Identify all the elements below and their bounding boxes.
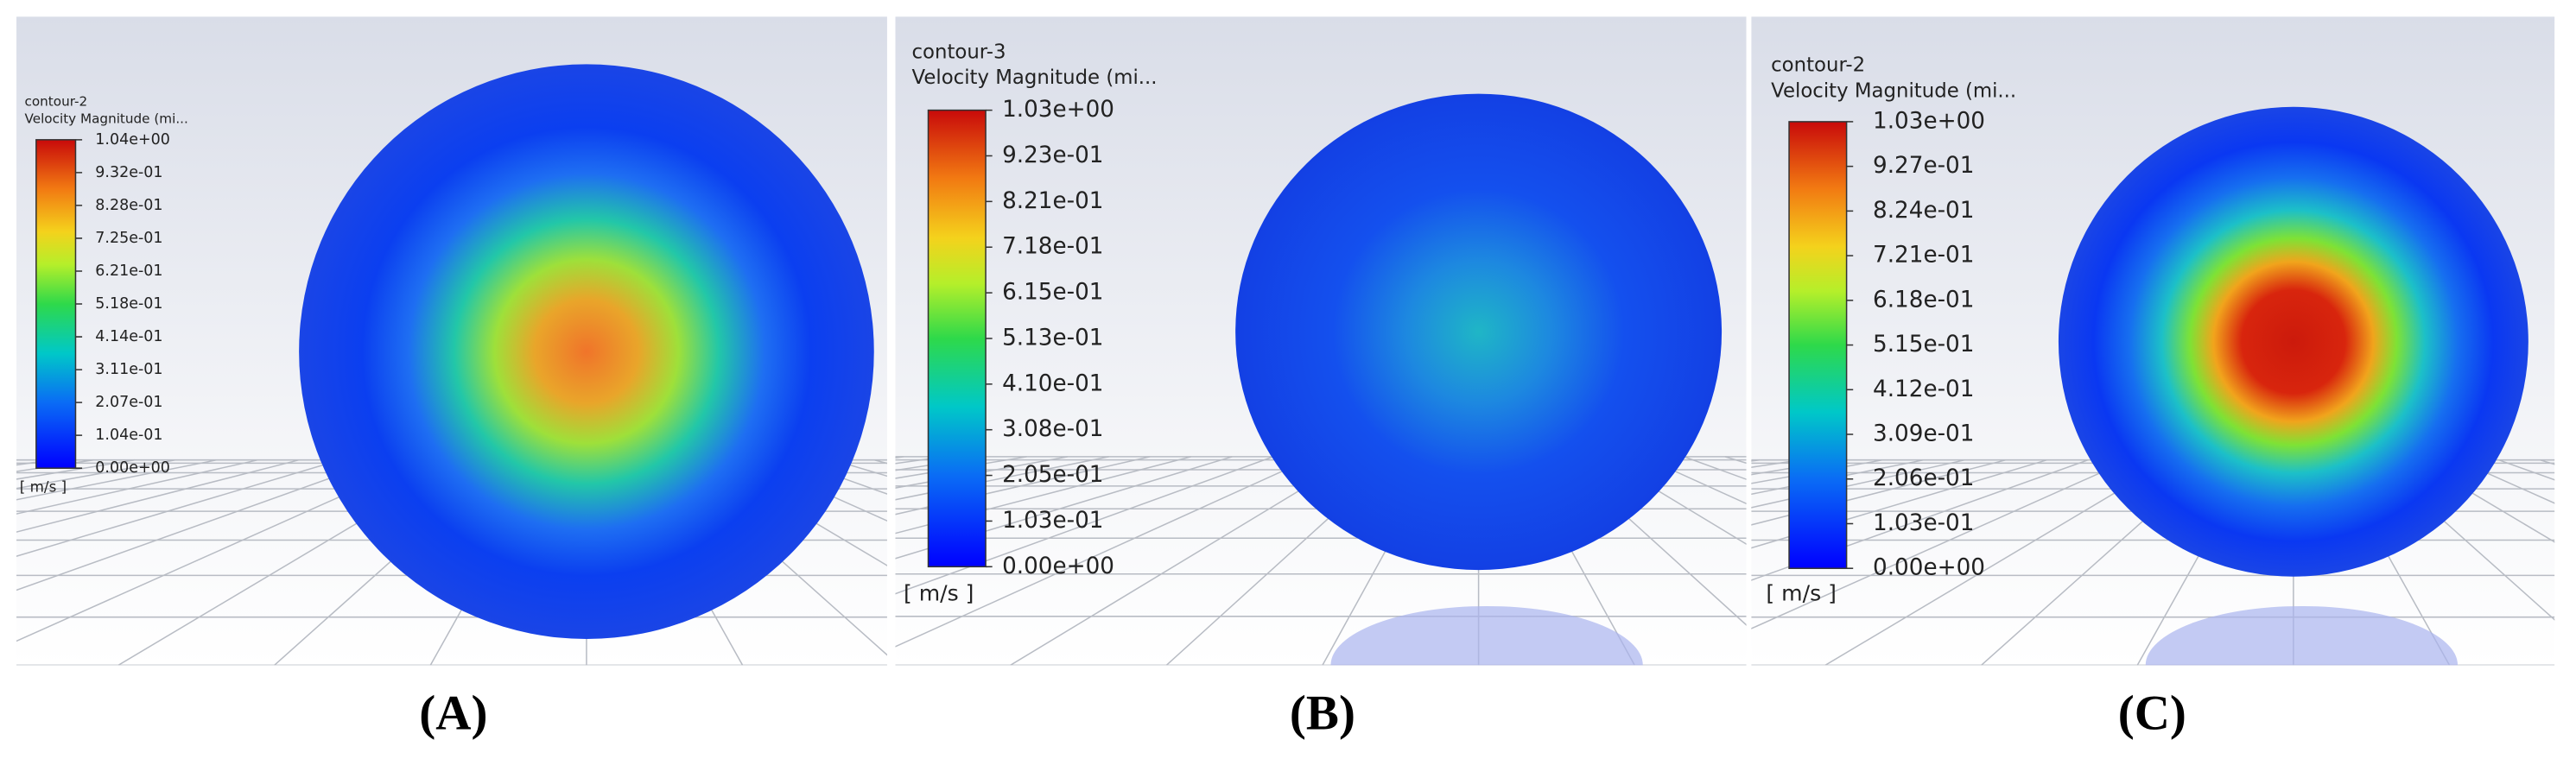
colorbar-label: 4.12e-01: [1873, 376, 1974, 402]
shadow: [2145, 605, 2459, 666]
colorbar-label: 1.03e-01: [1002, 508, 1103, 534]
colorbar-label: 4.10e-01: [1002, 370, 1103, 396]
colorbar-label: 1.04e-01: [95, 427, 162, 444]
legend-title: Velocity Magnitude (mi...: [1771, 79, 2016, 102]
unit-label: [ m/s ]: [904, 581, 974, 606]
colorbar-label: 6.21e-01: [95, 262, 162, 280]
velocity-contour: [1235, 93, 1723, 571]
colorbar-label: 3.11e-01: [95, 361, 162, 378]
ground-grid: [1824, 459, 2171, 666]
colorbar-label: 8.28e-01: [95, 197, 162, 214]
ground-grid: [16, 459, 218, 501]
ground-grid: [16, 459, 382, 591]
panel-letter: (A): [419, 686, 487, 740]
colorbar-label: 0.00e+00: [1002, 553, 1114, 579]
colorbar-label: 8.21e-01: [1002, 188, 1103, 214]
velocity-contour: [299, 64, 874, 639]
ground-grid: [895, 456, 1191, 534]
colorbar-label: 1.03e+00: [1873, 108, 1985, 134]
ground-grid: [895, 456, 1233, 560]
colorbar-label: 3.09e-01: [1873, 421, 1974, 447]
contour-name: contour-2: [25, 94, 88, 110]
colorbar-label: 3.08e-01: [1002, 416, 1103, 442]
colorbar-label: 6.18e-01: [1873, 287, 1974, 313]
contour-name: contour-3: [911, 41, 1006, 64]
contour-name: contour-2: [1771, 54, 1865, 77]
ground-grid: [16, 459, 300, 533]
panel-letter: (C): [2118, 686, 2186, 740]
ground-grid: [0, 460, 11, 666]
colorbar-label: 2.06e-01: [1873, 465, 1974, 491]
unit-label: [ m/s ]: [20, 478, 67, 496]
ground-grid: [2416, 459, 2555, 543]
colorbar-label: 7.25e-01: [95, 230, 162, 247]
shadow: [1330, 605, 1643, 666]
colorbar-label: 5.13e-01: [1002, 325, 1103, 351]
colorbar-label: 9.23e-01: [1002, 142, 1103, 168]
colorbar-label: 9.32e-01: [95, 164, 162, 181]
ground-grid: [2457, 459, 2555, 504]
colorbar-label: 9.27e-01: [1873, 153, 1974, 179]
colorbar-label: 0.00e+00: [1873, 555, 1985, 581]
colorbar-label: 1.03e+00: [1002, 97, 1114, 123]
legend-title: Velocity Magnitude (mi...: [911, 66, 1157, 89]
ground-grid: [1642, 456, 1747, 505]
unit-label: [ m/s ]: [1766, 581, 1837, 606]
colorbar-label: 6.15e-01: [1002, 280, 1103, 306]
colorbar-label: 8.24e-01: [1873, 198, 1974, 224]
colorbar-label: 1.03e-01: [1873, 510, 1974, 536]
ground-grid: [16, 459, 258, 515]
legend-title: Velocity Magnitude (mi...: [25, 111, 188, 126]
ground-grid: [1751, 459, 2047, 549]
colorbar-label: 4.14e-01: [95, 328, 162, 345]
colorbar-label: 2.05e-01: [1002, 462, 1103, 488]
ground-grid: [895, 456, 1315, 648]
colorbar-label: 5.18e-01: [95, 295, 162, 313]
colorbar-label: 7.18e-01: [1002, 234, 1103, 260]
velocity-contour: [2058, 106, 2528, 577]
ground-grid: [1601, 456, 1747, 545]
ground-grid: [895, 456, 1151, 515]
colorbar: [927, 109, 987, 568]
ground-grid: [1751, 459, 2007, 526]
colorbar-label: 0.00e+00: [95, 459, 170, 477]
ground-grid: [1010, 456, 1356, 666]
colorbar-label: 5.15e-01: [1873, 332, 1974, 357]
colorbar-label: 7.21e-01: [1873, 243, 1974, 269]
ground-grid: [16, 459, 340, 557]
colorbar: [1788, 121, 1848, 569]
colorbar-label: 1.04e+00: [95, 131, 170, 149]
panel-letter: (B): [1290, 686, 1355, 740]
colorbar-label: 2.07e-01: [95, 394, 162, 411]
colorbar: [35, 139, 77, 469]
ground-grid: [1751, 459, 2130, 629]
